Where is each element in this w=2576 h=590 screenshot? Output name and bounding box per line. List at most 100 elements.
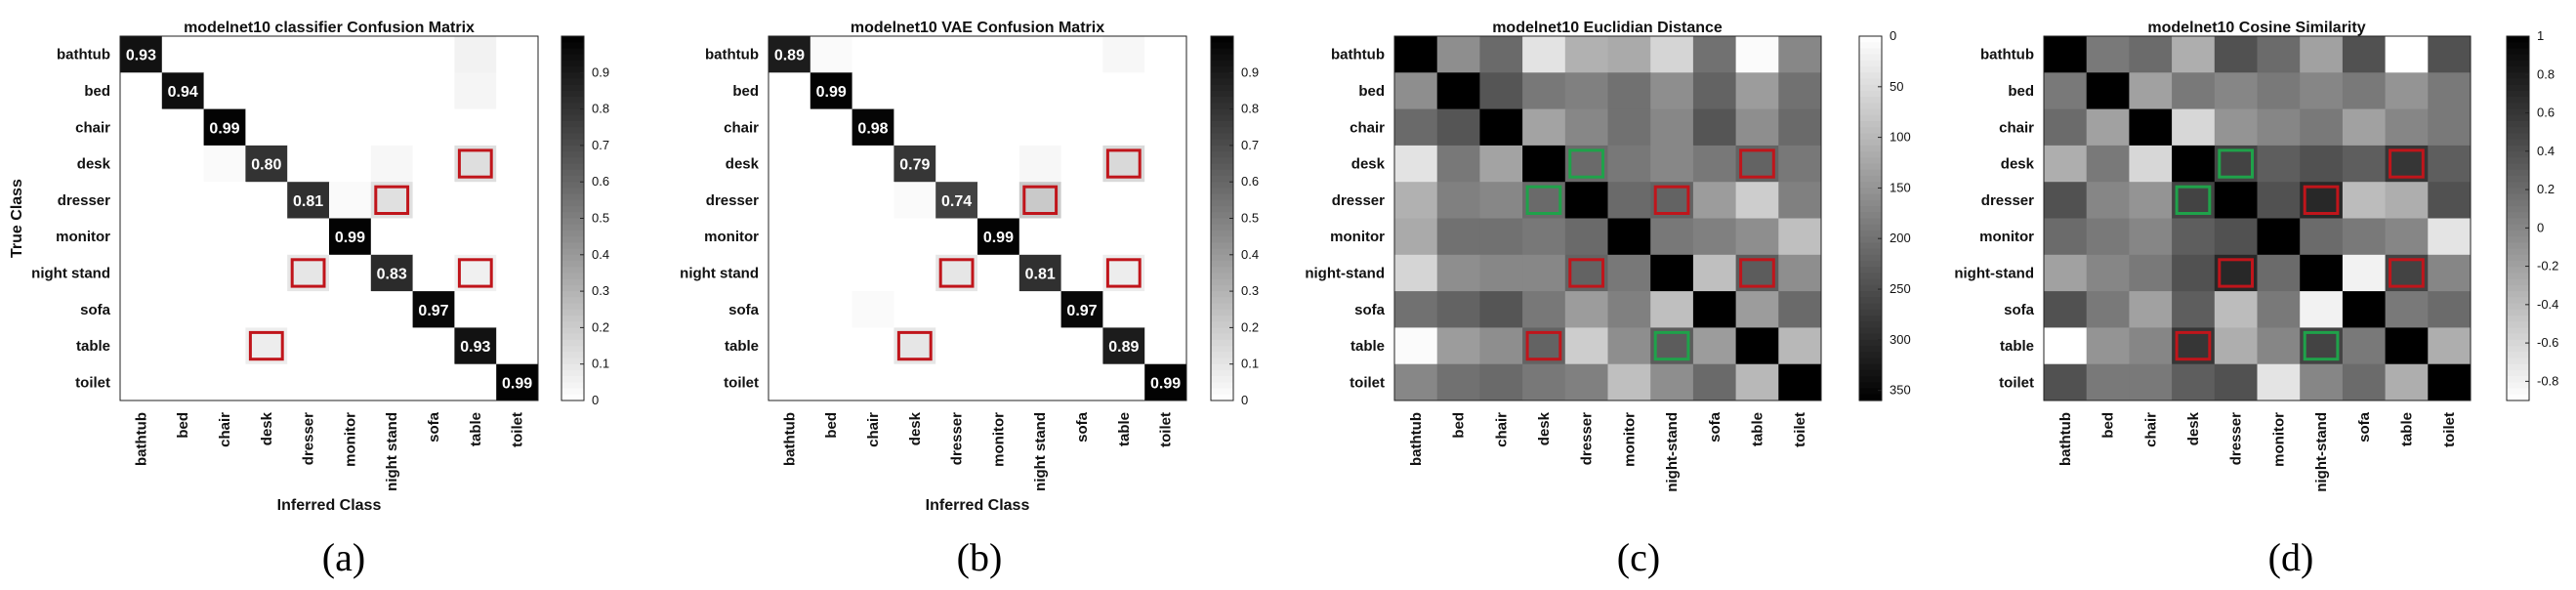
heatmap-cell: [977, 72, 1020, 110]
heatmap-cell: [1692, 108, 1737, 147]
heatmap-cell: [496, 182, 539, 219]
heatmap-cell: [120, 327, 163, 365]
heatmap-cell: [2086, 363, 2130, 401]
colorbar-segment: [561, 363, 584, 371]
colorbar-tick-label: 0.6: [2537, 105, 2555, 120]
colorbar-segment: [561, 303, 584, 311]
colorbar-segment: [1859, 327, 1882, 335]
colorbar-segment: [561, 346, 584, 353]
heatmap-cell: [1060, 291, 1103, 328]
colorbar-segment: [1859, 193, 1882, 201]
colorbar-segment: [2507, 90, 2529, 98]
y-tick-label: desk: [726, 156, 760, 173]
highlight-box-red: [1105, 258, 1142, 288]
x-tick-label: bed: [175, 412, 191, 439]
colorbar-segment: [561, 90, 584, 98]
heatmap-cell: [1650, 145, 1694, 183]
colorbar-segment: [2507, 48, 2529, 56]
heatmap-cell: [1018, 363, 1062, 401]
heatmap-cell: [1692, 36, 1737, 73]
x-tick-label: table: [1116, 412, 1133, 446]
heatmap-cell: [1436, 363, 1480, 401]
heatmap-cell: [1060, 182, 1103, 219]
heatmap-cell: [2172, 254, 2216, 292]
heatmap-cell: [1144, 182, 1187, 219]
heatmap-cell: [2044, 36, 2088, 73]
heatmap-cell: [454, 327, 497, 365]
colorbar-segment: [2507, 309, 2529, 316]
heatmap-cell: [1144, 72, 1187, 110]
y-tick-label: chair: [724, 119, 759, 136]
heatmap-cell: [1102, 291, 1145, 328]
heatmap-cell: [2342, 182, 2387, 219]
heatmap-cell: [769, 363, 811, 401]
heatmap-cell: [329, 327, 372, 365]
colorbar-tick-label: -0.4: [2537, 297, 2558, 312]
x-axis-label: Inferred Class: [926, 497, 1030, 514]
heatmap-cell: [1692, 145, 1737, 183]
heatmap-cell: [2086, 218, 2130, 256]
colorbar-segment: [2507, 303, 2529, 311]
plot-frame: [1393, 35, 1822, 401]
colorbar-segment: [2507, 151, 2529, 158]
colorbar-tick-label: 0.8: [592, 102, 609, 116]
colorbar-segment: [1211, 103, 1233, 110]
x-tick-label: table: [468, 412, 484, 446]
heatmap-cell: [496, 291, 539, 328]
colorbar-segment: [2507, 169, 2529, 177]
colorbar-segment: [1859, 376, 1882, 383]
heatmap-cell: [496, 218, 539, 256]
colorbar-segment: [2507, 103, 2529, 110]
heatmap-cell: [203, 145, 246, 183]
colorbar-segment: [1211, 369, 1233, 377]
colorbar-segment: [1211, 48, 1233, 56]
colorbar-tick-label: 0.7: [1241, 138, 1259, 152]
colorbar-tick-label: 0.1: [1241, 357, 1259, 371]
heatmap-cell: [1436, 182, 1480, 219]
heatmap-cell: [2342, 145, 2387, 183]
heatmap-cell: [2257, 218, 2301, 256]
heatmap-cell: [769, 291, 811, 328]
colorbar-segment: [561, 97, 584, 104]
heatmap-cell: [1735, 327, 1779, 365]
data-label: 0.89: [774, 48, 805, 64]
y-tick-label: chair: [75, 119, 110, 136]
x-tick-label: sofa: [1707, 411, 1724, 442]
colorbar-segment: [1859, 84, 1882, 92]
x-tick-label: sofa: [1074, 411, 1091, 442]
colorbar-segment: [2507, 346, 2529, 353]
heatmap-cell: [1735, 108, 1779, 147]
heatmap-cell: [2385, 218, 2429, 256]
colorbar-segment: [1859, 333, 1882, 341]
heatmap-cell: [1394, 218, 1438, 256]
x-tick-label: desk: [2185, 411, 2202, 445]
heatmap-cell: [1778, 218, 1822, 256]
heatmap-cell: [1692, 254, 1737, 292]
heatmap-cell: [2214, 291, 2258, 328]
colorbar-segment: [2507, 212, 2529, 220]
heatmap-cell: [412, 291, 455, 328]
heatmap-cell: [2385, 182, 2429, 219]
heatmap-cell: [935, 218, 978, 256]
x-tick-label: chair: [1493, 412, 1510, 447]
colorbar-segment: [561, 224, 584, 232]
heatmap-cell: [1522, 363, 1566, 401]
y-tick-label: night stand: [680, 265, 759, 281]
colorbar-tick-label: 0: [1890, 28, 1896, 43]
heatmap-cell: [120, 108, 163, 147]
colorbar-segment: [1211, 303, 1233, 311]
highlight-box-red: [938, 258, 975, 288]
heatmap-cell: [1102, 218, 1145, 256]
heatmap-cell: [1607, 36, 1651, 73]
heatmap-cell: [769, 327, 811, 365]
colorbar-segment: [2507, 163, 2529, 171]
heatmap-cell: [893, 36, 936, 73]
heatmap-cell: [120, 36, 163, 73]
colorbar-tick-label: 200: [1890, 231, 1911, 245]
heatmap-cell: [120, 363, 163, 401]
heatmap-cell: [1479, 108, 1523, 147]
x-tick-label: bed: [823, 412, 840, 439]
heatmap-cell: [893, 291, 936, 328]
heatmap-cell: [2428, 254, 2472, 292]
heatmap-cell: [370, 72, 414, 110]
